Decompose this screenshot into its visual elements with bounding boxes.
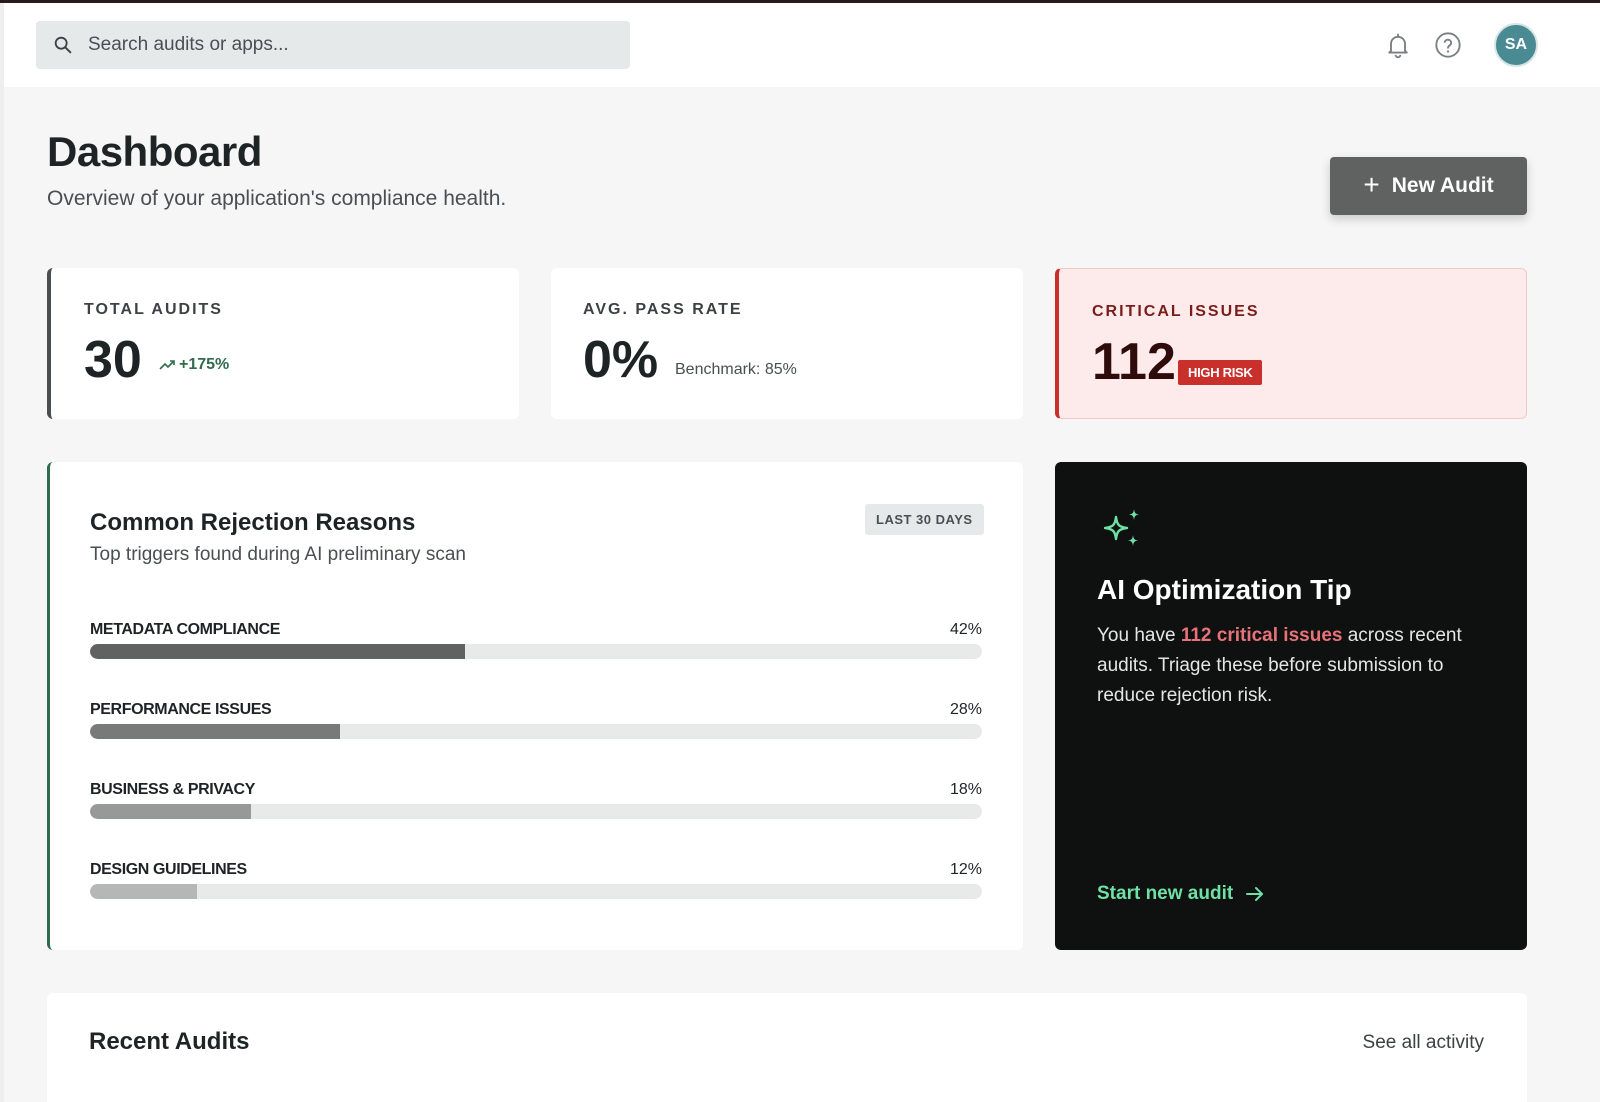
- tip-body-prefix: You have: [1097, 625, 1181, 646]
- start-new-audit-link[interactable]: Start new audit: [1097, 883, 1265, 905]
- stat-label: AVG. PASS RATE: [583, 301, 743, 318]
- reason-percent: 42%: [949, 621, 982, 638]
- reason-percent: 28%: [949, 701, 982, 718]
- progress-fill: [90, 884, 198, 899]
- page-title: Dashboard: [47, 128, 262, 175]
- trend-indicator: +175%: [159, 356, 229, 374]
- high-risk-badge: HIGH RISK: [1178, 360, 1263, 385]
- total-audits-card: TOTAL AUDITS 30 +175%: [47, 268, 519, 419]
- reason-row: PERFORMANCE ISSUES 28%: [90, 701, 982, 749]
- reason-row: DESIGN GUIDELINES 12%: [90, 861, 982, 909]
- progress-fill: [90, 724, 340, 739]
- tip-body-suffix: across recent audits. Triage these befor…: [1097, 625, 1462, 706]
- new-audit-label: New Audit: [1391, 174, 1494, 197]
- tip-title: AI Optimization Tip: [1097, 574, 1352, 605]
- search-box[interactable]: [36, 21, 630, 69]
- sparkle-icon: [1103, 509, 1139, 546]
- bell-icon[interactable]: [1384, 31, 1412, 59]
- progress-track: [90, 884, 982, 899]
- progress-fill: [90, 644, 465, 659]
- progress-track: [90, 644, 982, 659]
- cta-label: Start new audit: [1097, 883, 1234, 904]
- tip-body: You have 112 critical issues across rece…: [1097, 621, 1497, 711]
- card-title: Common Rejection Reasons: [90, 509, 416, 536]
- top-bar: SA: [4, 3, 1600, 87]
- stat-value: 0%: [583, 331, 659, 389]
- trend-value: +175%: [179, 356, 230, 373]
- page-subtitle: Overview of your application's complianc…: [47, 187, 507, 210]
- reason-percent: 12%: [949, 861, 982, 878]
- new-audit-button[interactable]: + New Audit: [1330, 157, 1527, 215]
- help-icon[interactable]: [1434, 31, 1462, 59]
- critical-issues-card: CRITICAL ISSUES 112 HIGH RISK: [1055, 268, 1527, 419]
- reason-percent: 18%: [949, 781, 982, 798]
- ai-tip-card: AI Optimization Tip You have 112 critica…: [1055, 462, 1527, 950]
- card-subtitle: Top triggers found during AI preliminary…: [90, 544, 466, 565]
- avatar[interactable]: SA: [1494, 23, 1538, 67]
- rejection-reasons-card: Common Rejection Reasons Top triggers fo…: [47, 462, 1023, 950]
- stat-label: CRITICAL ISSUES: [1092, 303, 1260, 320]
- stat-value: 112: [1092, 333, 1176, 391]
- pass-rate-card: AVG. PASS RATE 0% Benchmark: 85%: [551, 268, 1023, 419]
- benchmark-text: Benchmark: 85%: [675, 361, 797, 378]
- arrow-right-icon: [1246, 887, 1264, 901]
- reason-row: BUSINESS & PRIVACY 18%: [90, 781, 982, 829]
- trend-up-icon: [159, 360, 175, 370]
- window-top-border: [0, 0, 1600, 3]
- see-all-activity-link[interactable]: See all activity: [1362, 1032, 1484, 1053]
- search-input[interactable]: [88, 21, 618, 69]
- reason-label: BUSINESS & PRIVACY: [90, 781, 255, 798]
- date-range-badge[interactable]: LAST 30 DAYS: [865, 504, 984, 535]
- search-icon: [54, 36, 72, 54]
- reason-label: METADATA COMPLIANCE: [90, 621, 281, 638]
- sidebar-edge: [0, 3, 4, 1102]
- recent-audits-card: Recent Audits See all activity: [47, 993, 1527, 1102]
- critical-issues-highlight: 112 critical issues: [1180, 625, 1343, 646]
- progress-track: [90, 804, 982, 819]
- recent-audits-title: Recent Audits: [89, 1028, 250, 1055]
- stat-value: 30: [84, 331, 142, 389]
- progress-track: [90, 724, 982, 739]
- stat-label: TOTAL AUDITS: [84, 301, 223, 318]
- reason-row: METADATA COMPLIANCE 42%: [90, 621, 982, 669]
- plus-icon: +: [1363, 168, 1380, 200]
- reason-label: PERFORMANCE ISSUES: [90, 701, 272, 718]
- reason-label: DESIGN GUIDELINES: [90, 861, 247, 878]
- progress-fill: [90, 804, 251, 819]
